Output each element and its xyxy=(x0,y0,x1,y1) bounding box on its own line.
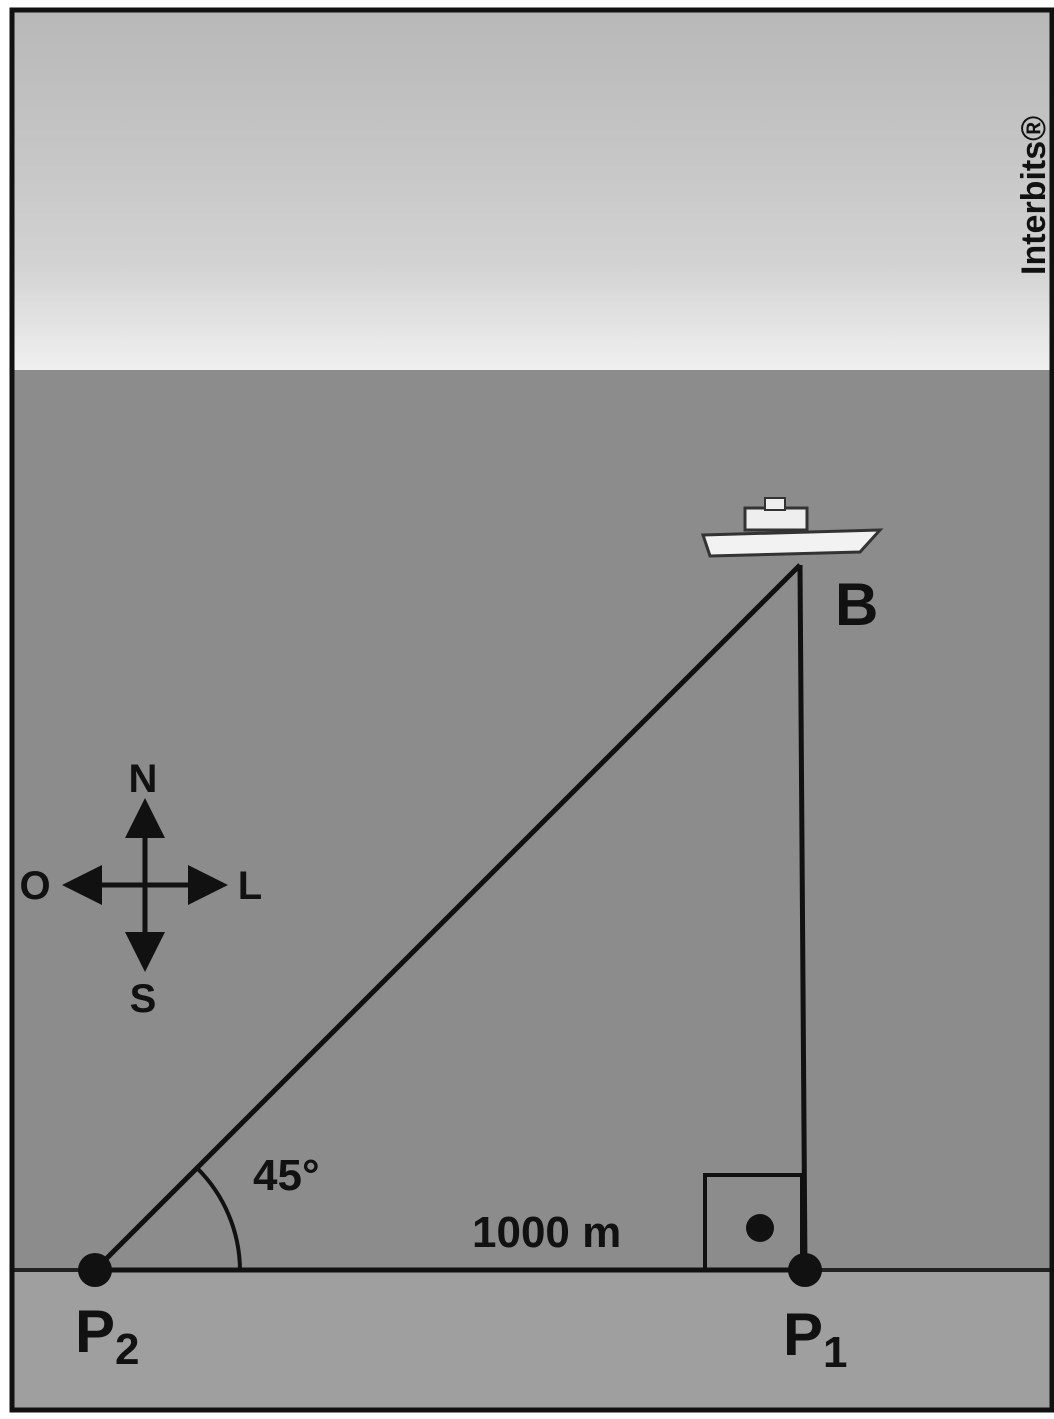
compass-south: S xyxy=(130,977,157,1021)
watermark: Interbits® xyxy=(1015,116,1053,275)
label-p1-sub: 1 xyxy=(823,1328,847,1377)
sea xyxy=(12,370,1054,1270)
right-angle-dot xyxy=(746,1214,774,1242)
compass-west: O xyxy=(19,864,50,908)
label-p2-main: P xyxy=(75,1298,115,1365)
angle-label: 45° xyxy=(253,1151,320,1200)
label-p2-sub: 2 xyxy=(115,1325,139,1374)
point-p2 xyxy=(78,1253,112,1287)
land xyxy=(12,1270,1054,1410)
compass-north: N xyxy=(129,757,158,801)
distance-label: 1000 m xyxy=(472,1208,621,1257)
label-p1-main: P xyxy=(783,1301,823,1368)
point-p1 xyxy=(788,1253,822,1287)
sky xyxy=(12,10,1054,370)
diagram: Interbits® N O L S B P1 P2 45° 1000 m xyxy=(0,0,1054,1419)
compass-east: L xyxy=(238,864,262,908)
label-b: B xyxy=(835,571,878,638)
